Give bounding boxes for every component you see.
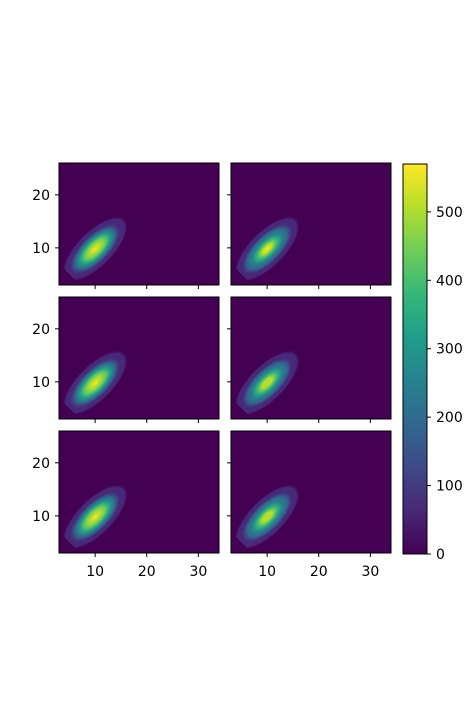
y-tick-label: 20: [32, 456, 50, 472]
x-tick-label: 20: [138, 564, 156, 580]
colorbar-tick-label: 500: [436, 205, 463, 221]
colorbar: 0 100 200 300 400 500: [402, 163, 463, 563]
panel-frame: [230, 296, 392, 420]
panel-2-1: 10 20: [32, 296, 220, 423]
density-peak: [234, 215, 301, 282]
density-peak: [234, 349, 301, 416]
colorbar-tick-label: 400: [436, 273, 463, 289]
colorbar-tick-label: 0: [436, 547, 445, 563]
density-peak: [62, 215, 129, 282]
panel-frame: [58, 296, 220, 420]
colorbar-tick-label: 200: [436, 410, 463, 426]
colorbar-tick-label: 100: [436, 479, 463, 495]
colorbar-gradient: [403, 164, 427, 554]
heatmap-panels: 10 20 10 20 10 20 30 10 20 10 20 30: [32, 162, 392, 580]
density-peak: [62, 483, 129, 550]
panel-frame: [230, 162, 392, 286]
x-tick-label: 10: [86, 564, 104, 580]
y-tick-label: 10: [32, 241, 50, 257]
x-tick-label: 30: [361, 564, 379, 580]
panel-frame: [58, 162, 220, 286]
y-tick-label: 10: [32, 375, 50, 391]
x-tick-label: 20: [310, 564, 328, 580]
y-tick-label: 20: [32, 322, 50, 338]
colorbar-tick-label: 300: [436, 342, 463, 358]
panel-1-1: 10 20: [32, 162, 220, 289]
panel-3-2: 10 20 30: [227, 430, 392, 580]
panel-3-1: 10 20 30 10 20: [32, 430, 220, 580]
density-peak: [62, 349, 129, 416]
x-tick-label: 10: [258, 564, 276, 580]
x-tick-label: 30: [189, 564, 207, 580]
colorbar-frame: [402, 163, 428, 555]
panel-frame: [230, 430, 392, 554]
panel-2-2: [227, 296, 392, 423]
y-tick-label: 10: [32, 509, 50, 525]
panel-frame: [58, 430, 220, 554]
y-tick-label: 20: [32, 188, 50, 204]
panel-1-2: [227, 162, 392, 289]
density-peak: [234, 483, 301, 550]
